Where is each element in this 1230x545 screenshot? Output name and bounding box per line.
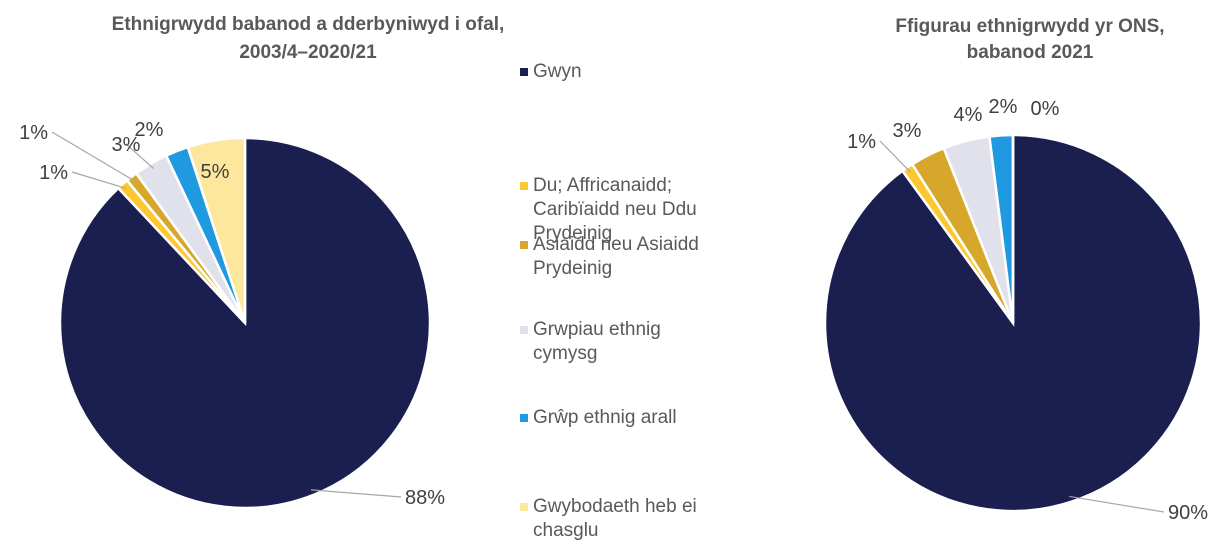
data-label: 0% [1031, 98, 1060, 120]
legend-swatch [520, 414, 528, 422]
legend-label: Du; Affricanaidd; Caribïaidd neu Ddu Pry… [533, 175, 697, 244]
data-label: 1% [847, 131, 876, 153]
data-label: 2% [989, 96, 1018, 118]
leader-line [879, 140, 911, 173]
chart-title: Ffigurau ethnigrwydd yr ONS, babanod 2021 [895, 16, 1164, 63]
legend-item: Du; Affricanaidd; Caribïaidd neu Ddu Pry… [520, 174, 730, 246]
leader-line [125, 143, 155, 169]
legend-label: Grwpiau ethnig cymysg [533, 319, 661, 364]
data-label: 2% [135, 119, 164, 141]
data-label: 3% [893, 120, 922, 142]
leader-line [1069, 495, 1165, 513]
legend-item: Gwyn [520, 60, 730, 84]
data-label: 3% [112, 134, 141, 156]
leader-line [71, 171, 127, 189]
legend-item: Gwybodaeth heb ei chasglu [520, 495, 730, 543]
data-label: 4% [954, 104, 983, 126]
legend-label: Asiaidd neu Asiaidd Prydeinig [533, 234, 699, 279]
data-label: 5% [201, 161, 230, 183]
legend-swatch [520, 182, 528, 190]
legend-item: Asiaidd neu Asiaidd Prydeinig [520, 233, 730, 281]
legend-item: Grŵp ethnig arall [520, 406, 730, 430]
chart-title: Ethnigrwydd babanod a dderbyniwyd i ofal… [112, 14, 505, 63]
legend-swatch [520, 326, 528, 334]
leader-line [311, 489, 402, 498]
legend-swatch [520, 68, 528, 76]
legend-swatch [520, 241, 528, 249]
data-label: 1% [19, 122, 48, 144]
data-label: 1% [39, 162, 68, 184]
legend-label: Grŵp ethnig arall [533, 407, 677, 428]
leader-line [51, 131, 136, 182]
data-label: 90% [1168, 502, 1208, 524]
data-label: 88% [405, 487, 445, 509]
legend-label: Gwyn [533, 61, 582, 82]
pie-slice [186, 136, 247, 324]
legend-swatch [520, 503, 528, 511]
legend-item: Grwpiau ethnig cymysg [520, 318, 730, 366]
legend-label: Gwybodaeth heb ei chasglu [533, 496, 697, 541]
